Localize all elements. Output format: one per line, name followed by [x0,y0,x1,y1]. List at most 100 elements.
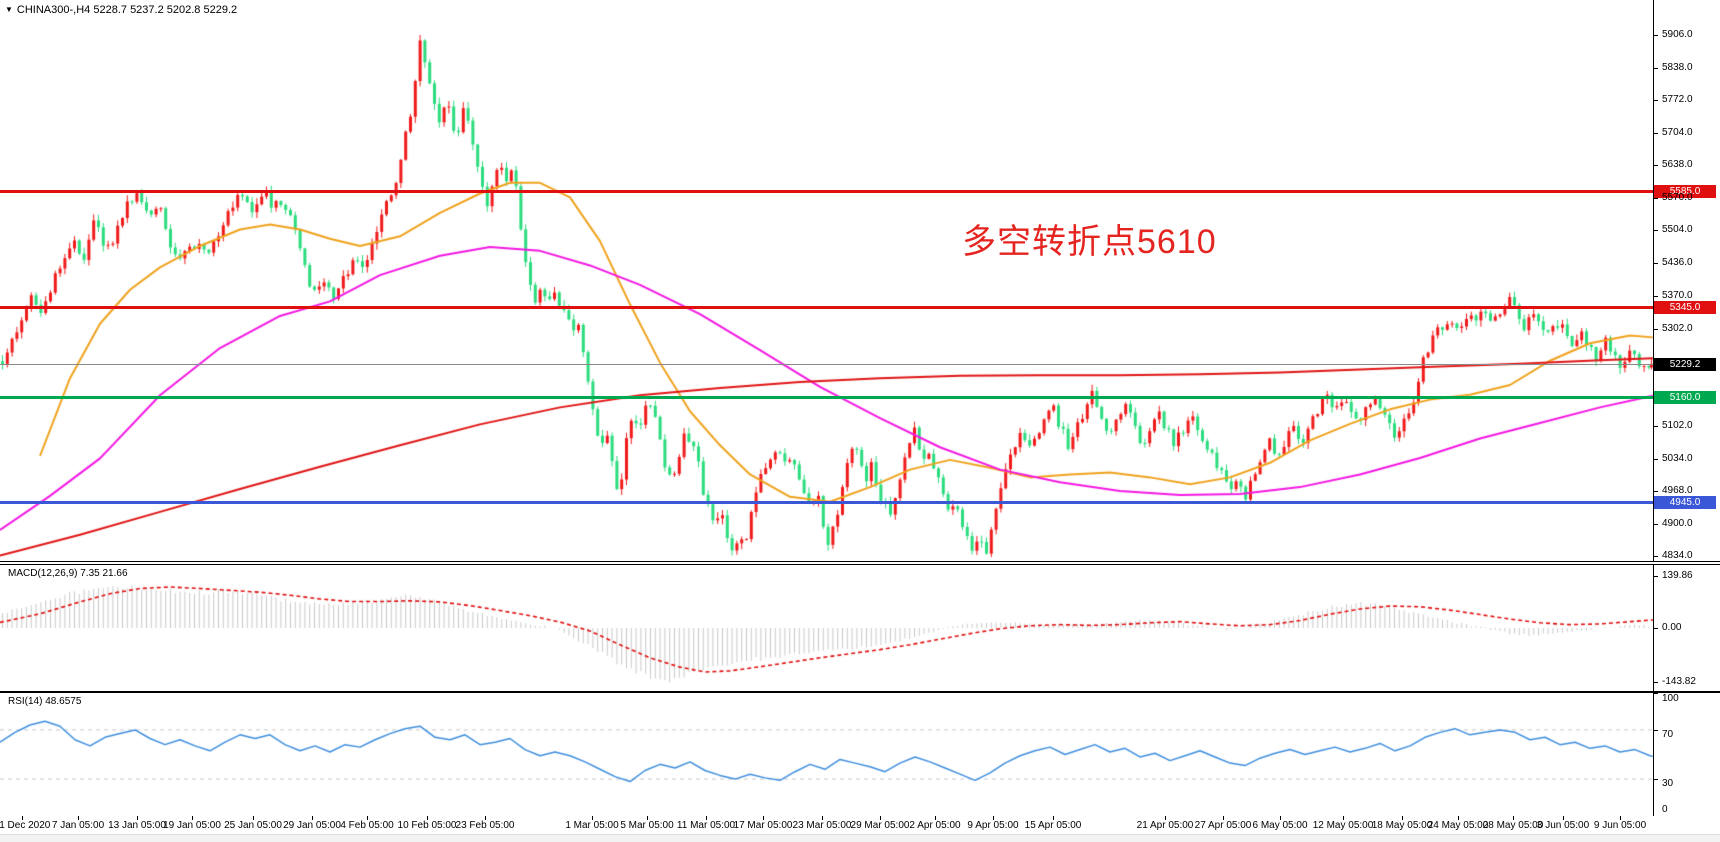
time-tickmark [706,816,707,820]
price-tickmark [1653,35,1658,36]
time-tickmark [22,816,23,820]
time-tickmark [1620,816,1621,820]
main-chart-panel: ▼ CHINA300-,H4 5228.7 5237.2 5202.8 5229.… [0,0,1720,562]
time-tick-label: 27 Apr 05:00 [1194,820,1252,831]
rsi-tick-label: 0 [1662,804,1668,815]
time-tickmark [485,816,486,820]
rsi-tick-label: 70 [1662,728,1674,740]
time-tick-label: 4 Feb 05:00 [340,820,394,831]
time-tickmark [78,816,79,820]
rsi-panel: RSI(14) 48.6575 100 70 30 0 [0,692,1720,817]
price-tickmark [1653,524,1658,526]
time-tickmark [312,816,313,820]
price-tickmark [1653,198,1658,200]
time-tick-label: 12 May 05:00 [1312,820,1374,831]
time-tick-label: 23 Feb 05:00 [455,820,515,831]
time-tickmark [822,816,823,820]
time-tickmark [1280,816,1281,820]
macd-panel: MACD(12,26,9) 7.35 21.66 139.86 0.00 -143.… [0,564,1720,692]
price-tick-label: 4900.0 [1662,518,1693,530]
price-tickmark [1653,490,1658,492]
current-price-line[interactable] [0,363,1653,365]
bottom-strip [0,834,1720,842]
rsi-tickmark [1653,693,1658,694]
rsi-tickmark [1653,729,1658,731]
price-tickmark [1653,425,1658,427]
time-tick-label: 29 Jan 05:00 [283,820,341,831]
time-tickmark [993,816,994,820]
time-tick-label: 10 Feb 05:00 [397,820,457,831]
time-tick-label: 11 Mar 05:00 [676,820,736,831]
time-tick-label: 21 Apr 05:00 [1136,820,1194,831]
support-line[interactable] [0,396,1653,400]
macd-tickmark [1653,575,1658,577]
price-tick-label: 4834.0 [1662,550,1693,562]
time-tick-label: 6 May 05:00 [1252,820,1308,831]
time-tickmark [647,816,648,820]
price-tickmark [1653,295,1658,297]
price-tickmark [1653,556,1658,558]
price-tickmark [1653,133,1658,135]
time-tickmark [935,816,936,820]
resistance-line[interactable] [0,306,1653,310]
macd-tickmark [1653,628,1658,629]
support-line[interactable] [0,500,1653,504]
time-tickmark [763,816,764,820]
macd-tick-label: 139.86 [1662,569,1693,581]
time-tickmark [1343,816,1344,820]
time-tick-label: 19 Jan 05:00 [163,820,221,831]
time-tick-label: 13 Jan 05:00 [108,820,166,831]
main-chart-canvas[interactable] [0,0,1720,561]
price-tag-5345.0: 5345.0 [1654,301,1716,315]
rsi-tick-label: 30 [1662,778,1674,790]
trend-annotation-text: 多空转折点5610 [962,223,1217,261]
ohlc-low: 5202.8 [166,4,201,16]
chart-title: ▼ CHINA300-,H4 5228.7 5237.2 5202.8 5229.… [5,4,237,16]
time-tickmark [1053,816,1054,820]
price-tickmark [1653,230,1658,232]
time-tickmark [137,816,138,820]
macd-indicator-label: MACD(12,26,9) 7.35 21.66 [8,568,128,579]
price-tick-label: 5102.0 [1662,419,1693,431]
time-tick-label: 29 Mar 05:00 [850,820,910,831]
price-tick-label: 5638.0 [1662,159,1693,171]
price-tick-label: 5704.0 [1662,127,1693,139]
time-tick-label: 31 Dec 2020 [0,820,51,831]
time-tickmark [253,816,254,820]
time-tick-label: 23 Mar 05:00 [792,820,852,831]
rsi-canvas[interactable] [0,693,1720,816]
price-tag-4945.0: 4945.0 [1654,495,1716,509]
price-tick-label: 5302.0 [1662,322,1693,334]
price-tickmark [1653,458,1658,460]
time-tickmark [592,816,593,820]
price-tag-5585.0: 5585.0 [1654,184,1716,198]
ohlc-open: 5228.7 [93,4,127,16]
collapse-arrow-icon[interactable]: ▼ [5,5,13,14]
macd-canvas[interactable] [0,565,1720,691]
price-tick-label: 5504.0 [1662,224,1693,236]
time-tick-label: 24 May 05:00 [1427,820,1489,831]
rsi-tick-label: 100 [1662,693,1679,704]
time-tickmark [1458,816,1459,820]
price-tickmark [1653,68,1658,70]
resistance-line[interactable] [0,189,1653,193]
time-tickmark [1513,816,1514,820]
time-tick-label: 1 Mar 05:00 [565,820,619,831]
time-tickmark [367,816,368,820]
time-tickmark [427,816,428,820]
time-tick-label: 25 Jan 05:00 [224,820,282,831]
time-tick-label: 17 Mar 05:00 [733,820,793,831]
price-tickmark [1653,100,1658,102]
price-tick-label: 5570.0 [1662,192,1693,204]
time-tickmark [880,816,881,820]
price-tick-label: 5838.0 [1662,62,1693,74]
price-tickmark [1653,263,1658,265]
time-tickmark [1402,816,1403,820]
rsi-axis-border [1653,693,1654,816]
time-tick-label: 9 Apr 05:00 [967,820,1019,831]
symbol-period-label: CHINA300-,H4 [16,4,91,16]
macd-tick-label: -143.82 [1662,675,1696,687]
time-tick-label: 18 May 05:00 [1371,820,1433,831]
rsi-tickmark [1653,779,1658,781]
